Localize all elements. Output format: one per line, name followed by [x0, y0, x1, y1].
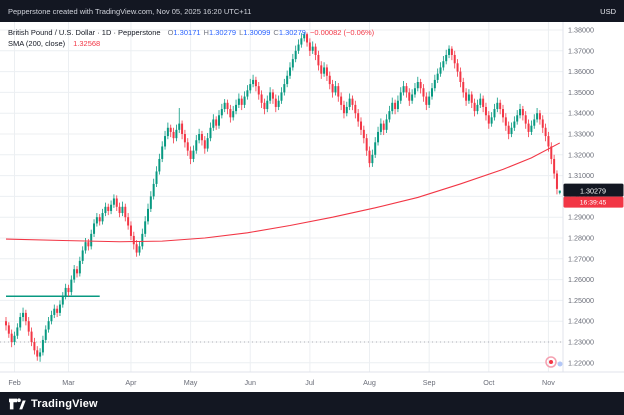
time-tick-label: Jul: [305, 378, 315, 387]
attribution-text: Pepperstone created with TradingView.com…: [8, 6, 252, 16]
sma-label[interactable]: SMA (200, close): [8, 39, 66, 48]
time-tick-label: Sep: [423, 378, 436, 387]
time-axis[interactable]: Feb Mar Apr May Jun Jul Aug Sep Oct Nov: [8, 378, 555, 387]
time-tick-label: Aug: [363, 378, 376, 387]
sma-value: 1.32568: [73, 39, 101, 48]
low-value: 1.30099: [243, 28, 271, 37]
price-tick-label: 1.38000: [568, 26, 594, 35]
top-bar: Pepperstone created with TradingView.com…: [0, 0, 624, 22]
price-tick-label: 1.25000: [568, 296, 594, 305]
price-tick-label: 1.26000: [568, 275, 594, 284]
symbol-legend-row[interactable]: British Pound / U.S. Dollar · 1D · Peppe…: [8, 27, 374, 38]
indicator-legend-row[interactable]: SMA (200, close) 1.32568: [8, 38, 374, 49]
open-label: O: [167, 28, 174, 37]
price-tick-label: 1.37000: [568, 46, 594, 55]
price-tick-label: 1.36000: [568, 67, 594, 76]
price-tick-label: 1.27000: [568, 254, 594, 263]
tradingview-logo-icon[interactable]: [8, 396, 26, 412]
bottom-bar: TradingView: [0, 392, 624, 415]
grid-lines: [0, 22, 563, 372]
close-label: C: [273, 28, 279, 37]
price-tick-label: 1.29000: [568, 213, 594, 222]
symbol-title[interactable]: British Pound / U.S. Dollar · 1D · Peppe…: [8, 28, 161, 37]
candles: [5, 32, 561, 362]
high-label: H: [203, 28, 209, 37]
price-tick-label: 1.33000: [568, 130, 594, 139]
bar-countdown-label: 16:39:45: [580, 200, 607, 207]
time-tick-label: Feb: [8, 378, 20, 387]
last-price-badge: 1.30279 16:39:45: [563, 183, 624, 208]
currency-label: USD: [600, 6, 616, 16]
price-tick-label: 1.28000: [568, 234, 594, 243]
high-value: 1.30279: [208, 28, 237, 37]
price-tick-label: 1.22000: [568, 358, 594, 367]
price-tick-label: 1.35000: [568, 88, 594, 97]
watermark-icon: [545, 356, 563, 368]
price-tick-label: 1.31000: [568, 171, 594, 180]
sma-200-line[interactable]: [5, 142, 561, 243]
time-tick-label: Apr: [125, 378, 137, 387]
chart-pane[interactable]: 1.38000 1.37000 1.36000 1.35000 1.34000 1.330…: [0, 22, 624, 392]
chart-legend[interactable]: British Pound / U.S. Dollar · 1D · Peppe…: [8, 27, 374, 49]
price-tick-label: 1.34000: [568, 109, 594, 118]
time-tick-label: Oct: [483, 378, 494, 387]
low-label: L: [239, 28, 244, 37]
time-tick-label: May: [184, 378, 198, 387]
price-tick-label: 1.24000: [568, 317, 594, 326]
time-tick-label: Jun: [244, 378, 256, 387]
price-axis[interactable]: 1.38000 1.37000 1.36000 1.35000 1.34000 1.330…: [568, 26, 594, 368]
price-chart[interactable]: 1.38000 1.37000 1.36000 1.35000 1.34000 1.330…: [0, 22, 624, 392]
price-tick-label: 1.23000: [568, 338, 594, 347]
price-tick-label: 1.32000: [568, 150, 594, 159]
time-tick-label: Mar: [62, 378, 75, 387]
last-price-label: 1.30279: [580, 186, 606, 195]
tradingview-wordmark[interactable]: TradingView: [31, 397, 98, 410]
time-tick-label: Nov: [542, 378, 555, 387]
change-value: −0.00082 (−0.06%): [309, 28, 375, 37]
open-value: 1.30171: [173, 28, 201, 37]
close-value: 1.30279: [278, 28, 306, 37]
